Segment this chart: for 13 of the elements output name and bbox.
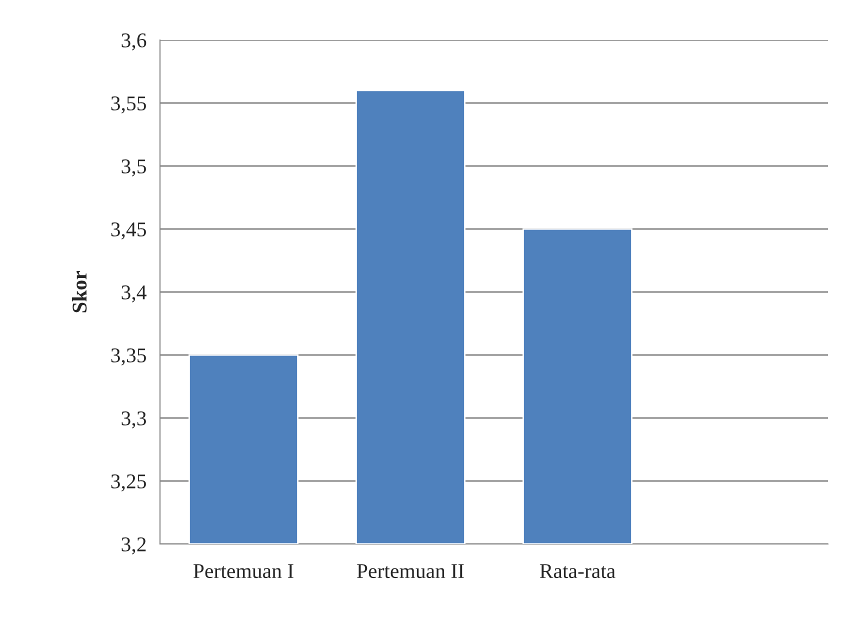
y-tick-label: 3,6 [122,33,146,50]
y-axis-title: Skor [72,271,87,312]
x-tick-label: Pertemuan II [357,564,464,578]
y-tick-label: 3,2 [122,537,146,554]
y-tick-label: 3,55 [111,96,146,114]
y-tick-label: 3,35 [111,348,146,366]
y-tick-label: 3,5 [122,159,146,176]
y-tick-label: 3,45 [111,222,146,240]
y-tick-label: 3,4 [122,285,146,302]
y-tick-label: 3,3 [122,411,146,428]
y-tick-label: 3,25 [111,474,146,492]
x-tick-label: Pertemuan I [193,564,294,578]
x-tick-label: Rata-rata [540,564,616,578]
